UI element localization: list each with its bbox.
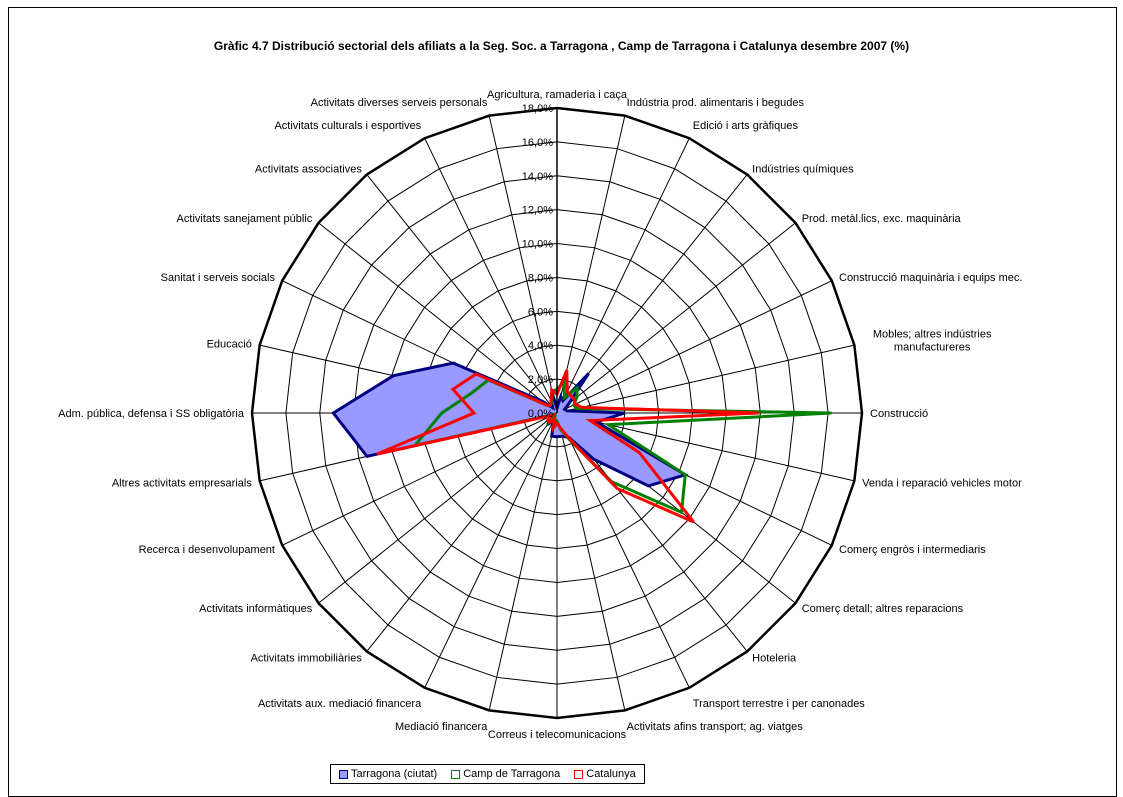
grid-spoke (556, 412, 690, 689)
tick-label: 14,0% (522, 171, 553, 183)
grid-spoke (488, 115, 558, 414)
grid-spoke (318, 412, 558, 604)
category-label: Adm. pública, defensa i SS obligatòria (58, 408, 245, 420)
category-label: Altres activitats empresarials (112, 478, 252, 490)
category-label: Venda i reparació vehicles motor (862, 478, 1022, 490)
category-label: Comerç engròs i intermediaris (839, 544, 986, 556)
series-2-line (376, 369, 759, 524)
tick-label: 10,0% (522, 239, 553, 251)
grid-spoke (556, 280, 833, 414)
category-label: Construcció (870, 408, 928, 420)
tick-label: 0,0% (528, 408, 553, 420)
grid-spoke (366, 174, 558, 414)
grid-spoke (424, 412, 558, 689)
category-label: Activitats diverses serveis personals (311, 97, 488, 109)
category-label: Comerç detall; altres reparacions (802, 603, 964, 615)
grid-spoke (556, 115, 626, 414)
series-layer (331, 361, 832, 524)
category-label: Edició i arts gràfiques (693, 120, 799, 132)
category-label: Sanitat i serveis socials (161, 272, 276, 284)
legend-item-catalunya: Catalunya (574, 768, 636, 780)
category-label: Recerca i desenvolupament (139, 544, 275, 556)
legend-label-camp: Camp de Tarragona (463, 768, 561, 780)
category-label: Hoteleria (752, 653, 797, 665)
grid-spoke (281, 412, 558, 546)
category-label: Activitats sanejament públic (177, 213, 313, 225)
tick-label-layer: 0,0% 2,0% 4,0% 6,0% 8,0% 10,0% 12,0% 14,0% 16,0%… (522, 103, 553, 420)
chart-title: Gràfic 4.7 Distribució sectorial dels af… (213, 39, 910, 53)
category-label: Correus i telecomunicacions (488, 729, 627, 741)
category-label: Mobles; altres indústries manufactureres (873, 328, 992, 353)
legend-item-camp: Camp de Tarragona (451, 768, 560, 780)
category-label: Indústria prod. alimentaris i begudes (627, 97, 805, 109)
grid-spoke (488, 412, 558, 711)
grid-spoke (556, 412, 626, 711)
category-label: Activitats immobiliàries (251, 653, 363, 665)
legend-swatch-camp (451, 769, 461, 779)
grid-spoke (556, 137, 690, 414)
legend-item-tarragona: Tarragona (ciutat) (339, 768, 437, 780)
tick-label: 2,0% (528, 374, 553, 386)
category-label: Activitats aux. mediació financera (258, 698, 422, 710)
category-label: Activitats associatives (255, 163, 362, 175)
category-label: Activitats afins transport; ag. viatges (627, 721, 804, 733)
tick-label: 16,0% (522, 137, 553, 149)
category-label: Activitats culturals i esportives (274, 120, 421, 132)
category-label: Indústries químiques (752, 163, 854, 175)
category-label: Activitats informàtiques (199, 603, 313, 615)
grid-spoke (424, 137, 558, 414)
grid-spoke (556, 344, 855, 414)
category-label: Construcció maquinària i equips mec. (839, 272, 1022, 284)
tick-label: 8,0% (528, 272, 553, 284)
tick-label: 4,0% (528, 340, 553, 352)
category-label: Mediació financera (395, 721, 488, 733)
legend-label-tarragona: Tarragona (ciutat) (351, 768, 438, 780)
legend-label-catalunya: Catalunya (586, 768, 636, 780)
legend-swatch-catalunya (574, 769, 584, 779)
category-label: Prod. metàl.lics, exc. maquinària (802, 213, 962, 225)
category-label: Transport terrestre i per canonades (693, 698, 866, 710)
grid-spoke (366, 412, 558, 652)
legend-swatch-tarragona (339, 769, 348, 779)
grid-spoke (318, 222, 558, 414)
tick-label: 6,0% (528, 306, 553, 318)
tick-label: 12,0% (522, 205, 553, 217)
grid-spoke (556, 222, 796, 414)
tick-label: 18,0% (522, 103, 553, 115)
legend: Tarragona (ciutat) Camp de Tarragona Cat… (330, 764, 645, 784)
category-label: Agricultura, ramaderia i caça (487, 89, 628, 101)
category-label: Educació (207, 338, 252, 350)
